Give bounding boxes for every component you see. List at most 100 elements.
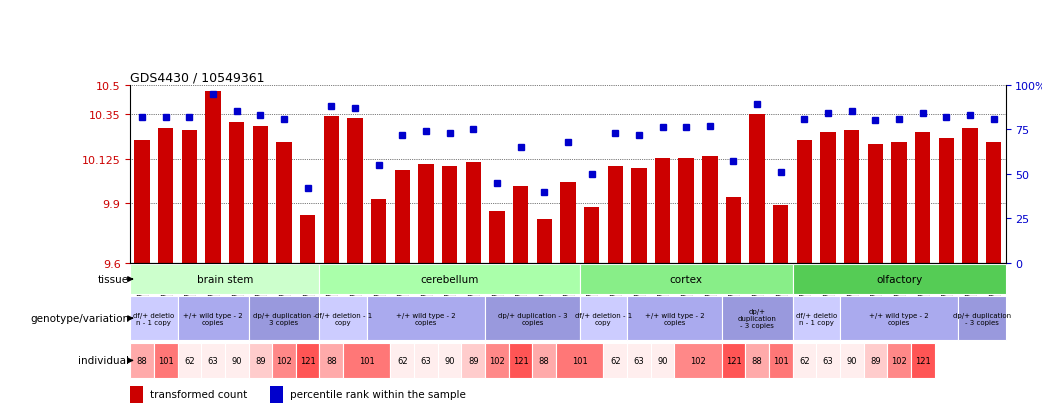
Text: df/+ deletion - 1
copy: df/+ deletion - 1 copy: [575, 312, 632, 325]
Bar: [442, 166, 457, 263]
Bar: [579, 265, 793, 294]
Text: +/+ wild type - 2
copies: +/+ wild type - 2 copies: [183, 312, 243, 325]
Bar: [627, 343, 650, 378]
Bar: [959, 297, 1006, 340]
Text: +/+ wild type - 2
copies: +/+ wild type - 2 copies: [396, 312, 455, 325]
Text: 63: 63: [823, 356, 834, 365]
Text: 88: 88: [137, 356, 148, 365]
Text: tissue: tissue: [98, 274, 129, 285]
Text: +/+ wild type - 2
copies: +/+ wild type - 2 copies: [869, 312, 928, 325]
Text: +/+ wild type - 2
copies: +/+ wild type - 2 copies: [645, 312, 704, 325]
Bar: [891, 143, 907, 263]
Bar: [537, 220, 552, 263]
Bar: [130, 386, 144, 403]
Bar: [816, 343, 840, 378]
Bar: [726, 198, 741, 263]
Text: 90: 90: [846, 356, 857, 365]
Text: 102: 102: [891, 356, 907, 365]
Bar: [793, 297, 840, 340]
Bar: [702, 157, 718, 263]
Text: 101: 101: [358, 356, 375, 365]
Text: 89: 89: [468, 356, 478, 365]
Bar: [367, 297, 486, 340]
Bar: [508, 343, 532, 378]
Bar: [130, 343, 154, 378]
Bar: [773, 206, 789, 263]
Bar: [631, 169, 646, 263]
Bar: [911, 343, 935, 378]
Bar: [678, 159, 694, 263]
Text: 101: 101: [157, 356, 174, 365]
Bar: [556, 343, 603, 378]
Bar: [820, 133, 836, 263]
Bar: [486, 297, 579, 340]
Bar: [158, 129, 173, 263]
Text: 89: 89: [255, 356, 266, 365]
Text: 121: 121: [513, 356, 528, 365]
Bar: [603, 343, 627, 378]
Text: 121: 121: [300, 356, 316, 365]
Bar: [252, 127, 268, 263]
Bar: [324, 117, 339, 263]
Bar: [249, 343, 272, 378]
Bar: [296, 343, 320, 378]
Text: df/+ deletio
n - 1 copy: df/+ deletio n - 1 copy: [796, 312, 837, 325]
Bar: [915, 133, 931, 263]
Bar: [561, 182, 575, 263]
Bar: [674, 343, 722, 378]
Text: individual: individual: [78, 356, 129, 366]
Bar: [300, 216, 316, 263]
Bar: [177, 297, 249, 340]
Bar: [154, 343, 177, 378]
Bar: [391, 343, 414, 378]
Bar: [963, 129, 977, 263]
Bar: [177, 343, 201, 378]
Bar: [986, 143, 1001, 263]
Bar: [840, 297, 959, 340]
Bar: [532, 343, 556, 378]
Text: df/+ deletion - 1
copy: df/+ deletion - 1 copy: [315, 312, 372, 325]
Text: olfactory: olfactory: [876, 274, 922, 285]
Bar: [486, 343, 508, 378]
Bar: [130, 297, 177, 340]
Text: df/+ deletio
n - 1 copy: df/+ deletio n - 1 copy: [133, 312, 174, 325]
Bar: [722, 343, 745, 378]
Bar: [270, 386, 283, 403]
Bar: [249, 297, 320, 340]
Text: 62: 62: [799, 356, 810, 365]
Bar: [654, 159, 670, 263]
Bar: [201, 343, 225, 378]
Text: 63: 63: [207, 356, 219, 365]
Bar: [272, 343, 296, 378]
Bar: [607, 166, 623, 263]
Text: 121: 121: [915, 356, 931, 365]
Bar: [205, 91, 221, 263]
Bar: [343, 343, 391, 378]
Bar: [650, 343, 674, 378]
Text: 62: 62: [610, 356, 621, 365]
Bar: [395, 170, 410, 263]
Text: genotype/variation: genotype/variation: [30, 313, 129, 323]
Text: 89: 89: [870, 356, 880, 365]
Text: 90: 90: [444, 356, 455, 365]
Text: 88: 88: [751, 356, 763, 365]
Bar: [513, 186, 528, 263]
Bar: [844, 131, 860, 263]
Bar: [722, 297, 793, 340]
Bar: [371, 200, 387, 263]
Bar: [584, 208, 599, 263]
Text: dp/+ duplication -
3 copies: dp/+ duplication - 3 copies: [252, 312, 316, 325]
Bar: [887, 343, 911, 378]
Text: 102: 102: [690, 356, 705, 365]
Text: dp/+
duplication
- 3 copies: dp/+ duplication - 3 copies: [738, 309, 776, 328]
Bar: [793, 343, 816, 378]
Bar: [181, 131, 197, 263]
Bar: [627, 297, 722, 340]
Bar: [797, 141, 812, 263]
Bar: [864, 343, 887, 378]
Text: 88: 88: [539, 356, 549, 365]
Text: 102: 102: [276, 356, 292, 365]
Bar: [320, 265, 579, 294]
Text: transformed count: transformed count: [149, 389, 247, 399]
Bar: [579, 297, 627, 340]
